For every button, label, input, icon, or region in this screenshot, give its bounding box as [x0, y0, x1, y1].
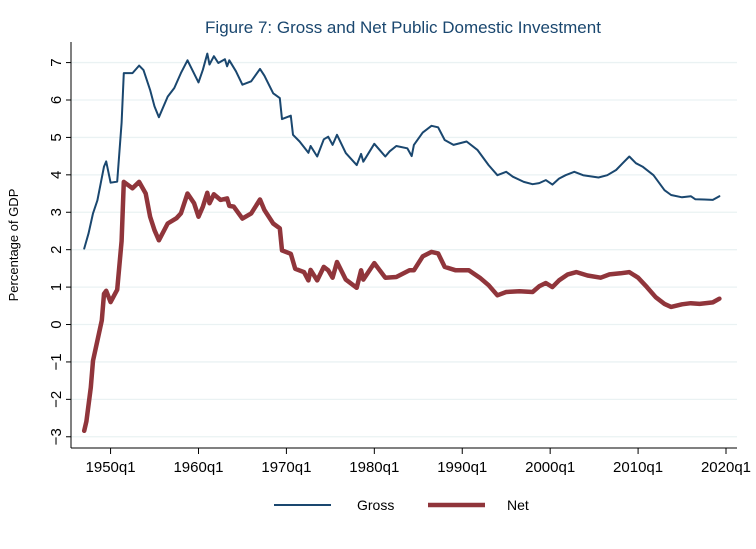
- y-tick-label: 0: [48, 320, 65, 328]
- series-lines: [81, 52, 722, 434]
- y-tick-label: 4: [48, 171, 65, 179]
- x-tick-label: 2000q1: [525, 459, 575, 476]
- legend-gross-label: Gross: [357, 497, 394, 513]
- y-tick-label: 6: [48, 96, 65, 104]
- legend-net-label: Net: [507, 497, 529, 513]
- x-tick-label: 1970q1: [261, 459, 311, 476]
- x-tick-label: 2020q1: [701, 459, 751, 476]
- y-tick-label: −3: [48, 428, 65, 445]
- x-tick-label: 1950q1: [86, 459, 136, 476]
- chart-title: Figure 7: Gross and Net Public Domestic …: [205, 18, 601, 37]
- x-tick-label: 1990q1: [437, 459, 487, 476]
- y-tick-label: −2: [48, 391, 65, 408]
- x-tick-label: 1980q1: [349, 459, 399, 476]
- series-line-gross: [83, 52, 721, 250]
- y-tick-label: 2: [48, 246, 65, 254]
- axes: −3 −2 −1 0 1 2 3 4 5 6 7 1950q1 1960q1 1970q1 1980q1 19…: [48, 42, 751, 476]
- legend: Gross Net: [274, 497, 529, 513]
- gridlines: [71, 61, 737, 438]
- y-tick-label: 1: [48, 283, 65, 291]
- y-tick-label: 5: [48, 133, 65, 141]
- x-tick-label: 1960q1: [173, 459, 223, 476]
- y-tick-label: 3: [48, 208, 65, 216]
- y-tick-label: −1: [48, 353, 65, 370]
- y-tick-label: 7: [48, 58, 65, 66]
- x-tick-label: 2010q1: [613, 459, 663, 476]
- y-axis-title: Percentage of GDP: [6, 189, 21, 302]
- series-line-net: [81, 179, 722, 434]
